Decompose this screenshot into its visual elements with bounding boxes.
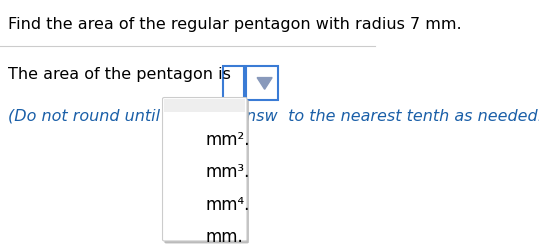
Text: (Do not round until the final answ: (Do not round until the final answ xyxy=(8,108,277,123)
FancyBboxPatch shape xyxy=(246,67,278,100)
FancyBboxPatch shape xyxy=(164,99,245,113)
Text: The area of the pentagon is: The area of the pentagon is xyxy=(8,67,230,82)
Text: mm³.: mm³. xyxy=(206,163,250,181)
FancyBboxPatch shape xyxy=(163,98,247,241)
Text: mm².: mm². xyxy=(206,130,250,148)
Text: to the nearest tenth as needed.): to the nearest tenth as needed.) xyxy=(284,108,539,123)
FancyBboxPatch shape xyxy=(223,67,244,100)
Text: Find the area of the regular pentagon with radius 7 mm.: Find the area of the regular pentagon wi… xyxy=(8,18,461,32)
FancyBboxPatch shape xyxy=(164,100,249,244)
Polygon shape xyxy=(257,78,272,90)
Text: mm⁴.: mm⁴. xyxy=(206,195,250,213)
Text: mm.: mm. xyxy=(206,227,244,245)
